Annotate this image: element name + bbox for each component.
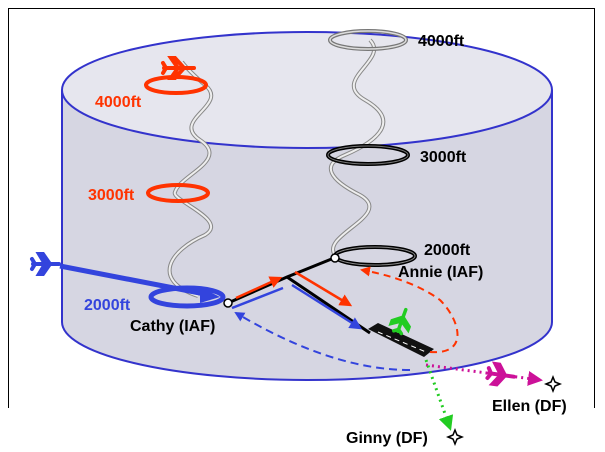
route-arrow-blue <box>291 283 363 330</box>
label-ellen: Ellen (DF) <box>492 398 567 415</box>
label-black-3000: 3000ft <box>420 149 467 166</box>
missed-approach-blue <box>234 311 411 371</box>
route-arrow-blue <box>231 286 284 310</box>
label-cathy: Cathy (IAF) <box>130 318 215 335</box>
airplane-icon <box>161 56 196 80</box>
label-red-4000: 4000ft <box>95 94 142 111</box>
missed-approach-red <box>360 266 459 354</box>
waypoint-star-icon <box>543 374 563 394</box>
airplane-icon <box>388 307 412 336</box>
route-arrow-red <box>294 270 353 307</box>
label-annie: Annie (IAF) <box>398 264 483 281</box>
route-arrow-red <box>235 276 283 300</box>
departure-ginny <box>424 359 454 431</box>
label-ginny: Ginny (DF) <box>346 430 428 447</box>
label-black-2000: 2000ft <box>424 242 471 259</box>
inbound-arrow-blue <box>59 263 211 298</box>
departure-ellen <box>425 363 543 386</box>
fix-annie <box>330 253 340 263</box>
fix-cathy <box>223 298 233 308</box>
runway-icon <box>368 323 434 357</box>
airplane-icon <box>485 361 516 387</box>
waypoint-star-icon <box>445 427 465 447</box>
right-holding-coil <box>329 38 386 257</box>
label-red-3000: 3000ft <box>88 187 135 204</box>
label-black-4000: 4000ft <box>418 33 465 50</box>
airplane-icon <box>30 252 61 276</box>
hold-ring-red-3000 <box>146 183 210 203</box>
hold-ring-blue-2000 <box>148 285 226 309</box>
frame-border <box>8 8 595 408</box>
label-blue-2000: 2000ft <box>84 297 131 314</box>
